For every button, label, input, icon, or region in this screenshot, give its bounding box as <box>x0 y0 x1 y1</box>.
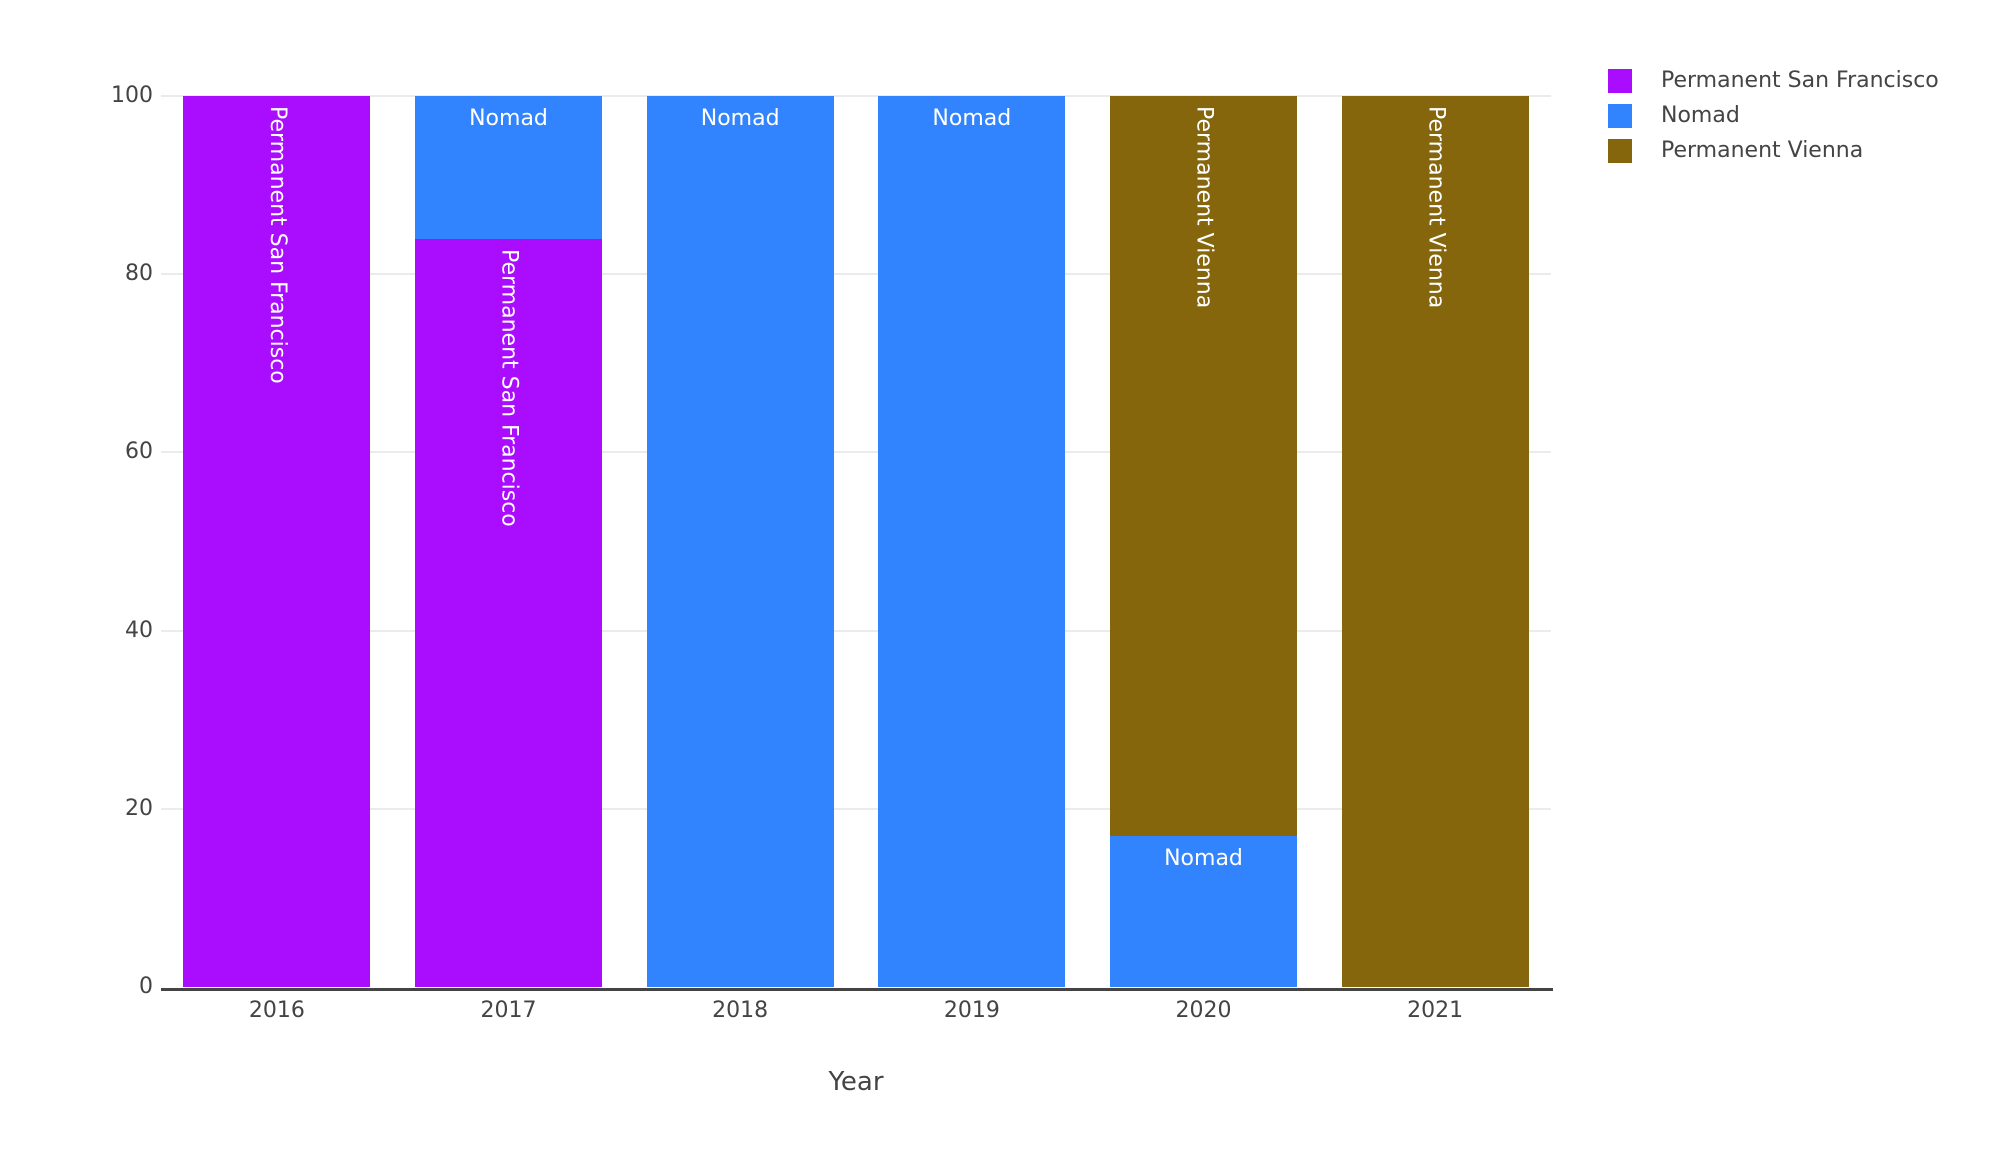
x-tick-label-2018: 2018 <box>712 998 769 1023</box>
bar-segment-label-nomad: Nomad <box>1164 845 1243 871</box>
y-tick-label-0: 0 <box>139 974 153 999</box>
x-axis-line <box>161 988 1553 991</box>
legend-item-nomad[interactable]: Nomad <box>1608 104 1939 128</box>
legend-swatch-permanent-vienna <box>1608 139 1632 163</box>
y-tick-label-40: 40 <box>125 617 153 643</box>
x-tick-label-2016: 2016 <box>248 998 305 1023</box>
y-tick-label-100: 100 <box>111 83 153 108</box>
bar-segment-label-permanent-vienna: Permanent Vienna <box>1191 106 1217 309</box>
bar-segment-2018-nomad[interactable]: Nomad <box>646 96 834 987</box>
x-tick-label-2019: 2019 <box>943 998 1000 1023</box>
x-tick-label-2017: 2017 <box>480 998 537 1023</box>
bar-segment-label-permanent-san-francisco: Permanent San Francisco <box>496 248 522 527</box>
legend-swatch-permanent-san-francisco <box>1608 69 1632 93</box>
x-tick-label-2021: 2021 <box>1407 998 1464 1023</box>
bar-column-2018: Nomad <box>646 96 834 987</box>
legend-swatch-nomad <box>1608 104 1632 128</box>
bar-segment-2017-permanent-san-francisco[interactable]: Permanent San Francisco <box>415 238 602 987</box>
bar-segment-2016-permanent-san-francisco[interactable]: Permanent San Francisco <box>183 96 371 987</box>
legend-item-permanent-san-francisco[interactable]: Permanent San Francisco <box>1608 69 1939 93</box>
bar-segment-label-nomad: Nomad <box>932 106 1012 131</box>
legend: Permanent San Francisco Nomad Permanent Vi… <box>1608 69 1939 174</box>
bar-column-2016: Permanent San Francisco <box>183 96 371 987</box>
bar-segment-2021-permanent-vienna[interactable]: Permanent Vienna <box>1341 96 1529 987</box>
bar-segment-label-permanent-san-francisco: Permanent San Francisco <box>264 106 290 384</box>
bar-segment-2020-nomad[interactable]: Nomad <box>1110 835 1297 987</box>
bar-column-2017: Permanent San Francisco Nomad <box>415 96 602 987</box>
bar-segment-2017-nomad[interactable]: Nomad <box>415 96 602 239</box>
bar-column-2021: Permanent Vienna <box>1341 96 1529 987</box>
bar-column-2020: Nomad Permanent Vienna <box>1110 96 1297 987</box>
y-tick-label-60: 60 <box>125 439 153 465</box>
bar-segment-2020-permanent-vienna[interactable]: Permanent Vienna <box>1110 96 1297 836</box>
bar-segment-label-permanent-vienna: Permanent Vienna <box>1423 106 1449 309</box>
y-tick-label-80: 80 <box>125 261 153 287</box>
legend-item-permanent-vienna[interactable]: Permanent Vienna <box>1608 139 1939 163</box>
x-tick-label-2020: 2020 <box>1175 998 1232 1023</box>
bar-column-2019: Nomad <box>878 96 1066 987</box>
legend-label-permanent-vienna: Permanent Vienna <box>1661 138 1864 163</box>
bar-segment-label-nomad: Nomad <box>469 106 548 132</box>
bar-segment-2019-nomad[interactable]: Nomad <box>878 96 1066 987</box>
legend-label-nomad: Nomad <box>1661 103 1740 128</box>
bar-segment-label-nomad: Nomad <box>700 106 780 131</box>
y-tick-label-20: 20 <box>125 795 153 821</box>
x-axis-title: Year <box>828 1067 884 1097</box>
legend-label-permanent-san-francisco: Permanent San Francisco <box>1661 68 1939 93</box>
